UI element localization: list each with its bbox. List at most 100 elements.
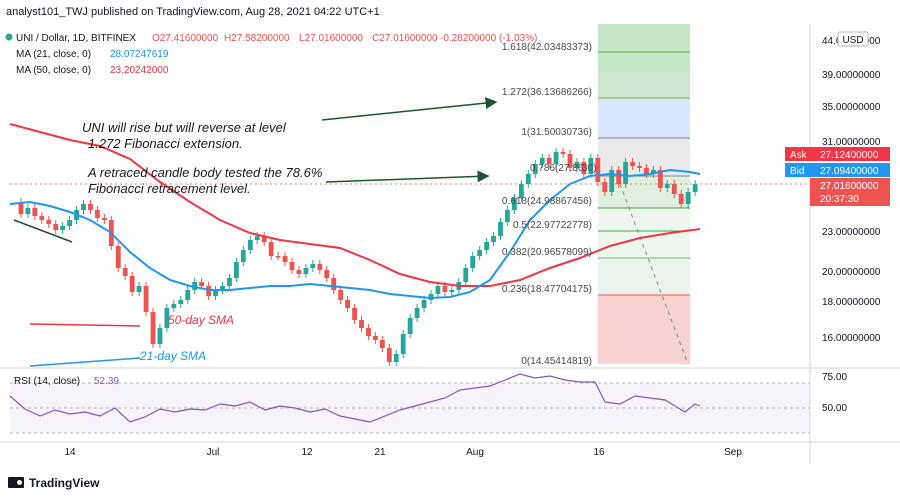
candle-body (81, 204, 86, 210)
candle-body (53, 224, 59, 230)
candle-body (366, 328, 371, 336)
price-tick: 16.00000000 (822, 333, 881, 344)
arrow-to-retracement (325, 170, 490, 183)
candle-body (581, 162, 587, 174)
price-tick: 18.00000000 (822, 297, 881, 308)
rsi-tick: 75.00 (822, 372, 847, 383)
price-tick: 23.00000000 (822, 227, 881, 238)
candle-body (685, 192, 691, 204)
candle-body (88, 204, 93, 210)
candle-body (400, 334, 406, 354)
fib-level-0236: 0.236(18.47704175) (502, 284, 592, 295)
bid-label: Bid (790, 166, 804, 177)
low-value: L27.01600000 (299, 33, 363, 44)
candle-body (220, 286, 225, 290)
candle-body (234, 262, 239, 278)
candle-body (386, 348, 392, 362)
candle-body (268, 242, 274, 256)
sma50-label: 50-day SMA (168, 313, 234, 327)
ma21-legend-label[interactable]: MA (21, close, 0) (16, 49, 91, 60)
last-price-value: 27.01600000 (820, 181, 879, 192)
candle-body (616, 170, 622, 184)
candle-body (491, 236, 496, 242)
candle-body (637, 166, 642, 168)
candle-body (602, 182, 608, 192)
time-tick: 16 (593, 447, 605, 458)
candle-body (498, 222, 503, 236)
symbol-name[interactable]: UNI / Dollar, 1D, BITFINEX (16, 33, 136, 44)
candle-body (25, 208, 31, 214)
candle-body (539, 158, 545, 164)
time-tick: Jul (207, 447, 220, 458)
note1-line1: UNI will rise but will reverse at level (82, 120, 287, 135)
rsi-pane[interactable]: RSI (14, close) 52.39 (9, 373, 810, 434)
chart-area[interactable]: UNI will rise but will reverse at level … (0, 24, 900, 464)
bar-countdown: 20:37:30 (820, 194, 859, 205)
candle-body (692, 184, 698, 192)
candle-body (282, 256, 288, 262)
fib-level-1272: 1.272(36.13686266) (502, 87, 592, 98)
time-tick: Aug (466, 447, 484, 458)
candle-body (609, 170, 615, 192)
currency-button[interactable] (837, 31, 869, 47)
candle-body (310, 264, 316, 268)
ma50-legend-label[interactable]: MA (50, close, 0) (16, 65, 91, 76)
price-chart[interactable]: UNI will rise but will reverse at level … (0, 24, 900, 464)
candles (18, 148, 698, 366)
candle-body (421, 300, 427, 308)
candle-body (546, 158, 552, 164)
candle-body (644, 168, 649, 174)
ma50-line (9, 123, 701, 287)
candle-body (331, 278, 337, 290)
last-price-badge (810, 178, 890, 206)
candle-body (185, 290, 191, 300)
candle-body (449, 290, 455, 292)
candle-body (664, 184, 670, 188)
candle-body (338, 290, 344, 300)
ask-label: Ask (790, 150, 808, 161)
brand-name: TradingView (29, 476, 100, 490)
rsi-value: 52.39 (94, 376, 119, 387)
candle-body (95, 210, 100, 218)
price-axis[interactable]: 44.00000000 USD 39.00000000 35.00000000 … (785, 24, 890, 464)
close-value: C27.01600000 (372, 33, 438, 44)
chart-legend: UNI / Dollar, 1D, BITFINEX O27.41600000 … (5, 33, 537, 76)
candle-body (101, 218, 107, 220)
candle-body (247, 240, 253, 250)
fib-level-05: 0.5(22.97722778) (513, 220, 592, 231)
ask-badge (785, 147, 890, 161)
footer: TradingView (0, 468, 900, 498)
trend-line (13, 219, 73, 243)
open-value: O27.41600000 (152, 33, 219, 44)
candle-body (39, 216, 45, 220)
time-tick: Sep (724, 447, 742, 458)
candle-body (157, 328, 163, 344)
sma21-label: 21-day SMA (139, 349, 206, 363)
price-tick: 31.00000000 (822, 137, 881, 148)
note2-line2: Fibonacci retracement level. (88, 181, 251, 196)
candle-body (60, 226, 66, 230)
candle-body (623, 162, 628, 184)
ma50-annotation-segment (29, 323, 141, 327)
change-value: -0.28200000 (-1.03%) (440, 33, 537, 44)
candle-body (588, 158, 594, 174)
rsi-label[interactable]: RSI (14, close) (14, 376, 80, 387)
candle-body (560, 152, 566, 154)
candle-body (379, 340, 385, 348)
candle-body (553, 152, 559, 164)
ma21-line (9, 168, 701, 300)
candle-body (129, 276, 135, 292)
candle-body (671, 184, 677, 194)
price-tick: 39.00000000 (822, 70, 881, 81)
candle-body (359, 320, 364, 328)
tradingview-logo[interactable]: TradingView (8, 476, 99, 490)
candle-body (143, 286, 149, 312)
candle-body (324, 270, 330, 278)
candle-body (477, 250, 483, 256)
time-axis[interactable]: 14 Jul 12 21 Aug 16 Sep (0, 441, 900, 458)
candle-body (651, 170, 656, 174)
price-tick: 35.00000000 (822, 102, 881, 113)
candle-body (206, 286, 211, 296)
candle-body (435, 286, 441, 294)
candle-body (345, 300, 350, 308)
